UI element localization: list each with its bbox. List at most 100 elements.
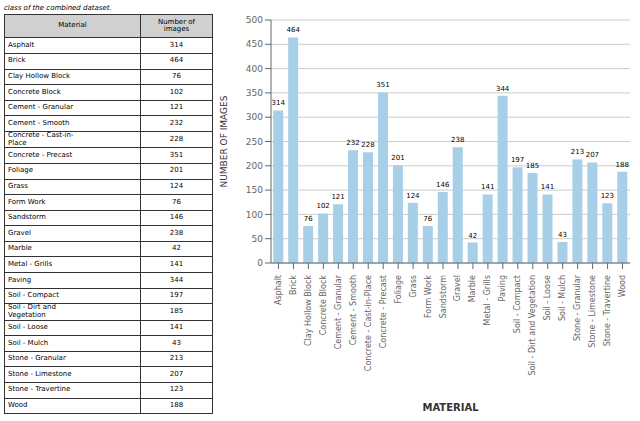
- html-text:76: 76: [172, 197, 181, 206]
- svg-text:Form Work: Form Work: [424, 275, 433, 318]
- svg-text:76: 76: [304, 215, 313, 223]
- svg-text:350: 350: [246, 88, 263, 98]
- svg-text:121: 121: [331, 193, 344, 201]
- svg-text:185: 185: [526, 162, 539, 170]
- svg-text:Cement - Granular: Cement - Granular: [334, 274, 343, 349]
- svg-text:Marble: Marble: [468, 275, 477, 302]
- svg-text:300: 300: [246, 112, 263, 122]
- svg-text:150: 150: [246, 185, 263, 195]
- svg-text:Concrete - Precast: Concrete - Precast: [379, 275, 388, 348]
- html-text:121: 121: [169, 103, 184, 112]
- svg-text:238: 238: [451, 136, 464, 144]
- svg-text:228: 228: [361, 141, 374, 149]
- html-text:238: 238: [169, 228, 184, 237]
- svg-text:200: 200: [246, 161, 263, 171]
- html-text:141: 141: [169, 323, 184, 332]
- html-text:185: 185: [169, 307, 184, 316]
- html-text:344: 344: [169, 275, 184, 284]
- html-text:Form Work: Form Work: [8, 197, 46, 206]
- svg-text:Soil - Mulch: Soil - Mulch: [558, 275, 567, 321]
- html-text:228: 228: [169, 134, 184, 143]
- html-text:Paving: Paving: [8, 275, 32, 284]
- svg-text:Gravel: Gravel: [453, 275, 462, 301]
- html-text:Soil - Mulch: Soil - Mulch: [8, 338, 49, 347]
- html-text:Cement - Smooth: Cement - Smooth: [8, 118, 70, 127]
- svg-text:197: 197: [511, 156, 524, 164]
- svg-text:Foliage: Foliage: [394, 275, 403, 304]
- svg-text:250: 250: [246, 137, 263, 147]
- html-text:232: 232: [169, 118, 184, 127]
- html-text:314: 314: [169, 40, 184, 49]
- svg-text:Sandstorm: Sandstorm: [439, 275, 448, 318]
- svg-text:450: 450: [246, 39, 263, 49]
- html-text:Concrete Block: Concrete Block: [8, 87, 61, 96]
- svg-text:Concrete - Cast-in-Place: Concrete - Cast-in-Place: [364, 275, 373, 371]
- svg-text:232: 232: [346, 139, 359, 147]
- svg-text:464: 464: [287, 26, 301, 34]
- svg-text:Metal - Grills: Metal - Grills: [483, 275, 492, 325]
- svg-text:43: 43: [558, 231, 567, 239]
- html-text:Material: Material: [58, 21, 87, 30]
- svg-text:MATERIAL: MATERIAL: [422, 402, 479, 413]
- html-text:102: 102: [169, 87, 184, 96]
- html-text:464: 464: [169, 56, 184, 65]
- svg-text:76: 76: [423, 215, 432, 223]
- html-text:Foliage: Foliage: [8, 166, 33, 175]
- html-text:Soil - Loose: Soil - Loose: [8, 323, 48, 332]
- html-text:Soil - Dirt and Vegetation: Soil - Dirt and Vegetation: [8, 303, 56, 319]
- svg-text:344: 344: [496, 85, 510, 93]
- html-text:351: 351: [169, 150, 184, 159]
- svg-text:400: 400: [246, 64, 263, 74]
- html-text:Number of images: Number of images: [157, 17, 195, 34]
- svg-text:NUMBER OF IMAGES: NUMBER OF IMAGES: [219, 95, 229, 187]
- html-text:Cement - Granular: Cement - Granular: [8, 103, 74, 112]
- svg-text:Stone - Travertine: Stone - Travertine: [603, 275, 612, 346]
- svg-text:Brick: Brick: [289, 275, 298, 295]
- svg-text:100: 100: [246, 210, 263, 220]
- html-text:43: 43: [172, 338, 181, 347]
- svg-text:Grass: Grass: [409, 275, 418, 298]
- html-text:Gravel: Gravel: [8, 228, 31, 237]
- svg-text:Concrete Block: Concrete Block: [319, 275, 328, 336]
- svg-text:Soil - Loose: Soil - Loose: [543, 275, 552, 321]
- html-text:Asphalt: Asphalt: [8, 40, 35, 49]
- svg-text:124: 124: [406, 192, 420, 200]
- html-text:Metal - Grills: Metal - Grills: [8, 259, 53, 268]
- html-text:Concrete - Cast-in- Place: Concrete - Cast-in- Place: [8, 131, 74, 147]
- svg-text:0: 0: [257, 258, 263, 268]
- svg-text:314: 314: [272, 99, 286, 107]
- svg-text:123: 123: [601, 192, 614, 200]
- svg-text:Stone - Granular: Stone - Granular: [573, 274, 582, 341]
- html-text:Stone - Granular: Stone - Granular: [8, 354, 66, 363]
- svg-text:146: 146: [436, 181, 450, 189]
- svg-text:351: 351: [376, 81, 389, 89]
- html-text:201: 201: [169, 166, 184, 175]
- svg-text:102: 102: [316, 202, 329, 210]
- html-text:146: 146: [169, 213, 184, 222]
- svg-text:141: 141: [481, 183, 494, 191]
- html-text:42: 42: [172, 244, 181, 253]
- svg-text:Asphalt: Asphalt: [274, 275, 283, 305]
- svg-text:201: 201: [391, 154, 404, 162]
- html-text:Marble: Marble: [8, 244, 32, 253]
- html-text:Concrete - Precast: Concrete - Precast: [8, 150, 73, 159]
- html-text:Sandstorm: Sandstorm: [8, 213, 46, 222]
- svg-text:Clay Hollow Block: Clay Hollow Block: [304, 275, 313, 346]
- svg-text:Soil - Dirt and Vegetation: Soil - Dirt and Vegetation: [528, 275, 537, 375]
- html-text:Soil - Compact: Soil - Compact: [8, 291, 59, 300]
- svg-text:Stone - Limestone: Stone - Limestone: [588, 275, 597, 348]
- html-text:Brick: Brick: [8, 56, 26, 65]
- svg-text:Soil - Compact: Soil - Compact: [513, 275, 522, 333]
- svg-text:Wood: Wood: [618, 275, 627, 297]
- svg-text:141: 141: [541, 183, 554, 191]
- svg-text:188: 188: [616, 161, 629, 169]
- svg-text:500: 500: [246, 15, 263, 25]
- html-text:141: 141: [169, 259, 184, 268]
- svg-text:207: 207: [586, 151, 599, 159]
- svg-text:42: 42: [468, 232, 477, 240]
- svg-text:213: 213: [571, 148, 584, 156]
- svg-text:Cement - Smooth: Cement - Smooth: [349, 275, 358, 345]
- svg-text:Paving: Paving: [498, 275, 507, 301]
- svg-text:50: 50: [252, 234, 264, 244]
- html-text:197: 197: [169, 291, 184, 300]
